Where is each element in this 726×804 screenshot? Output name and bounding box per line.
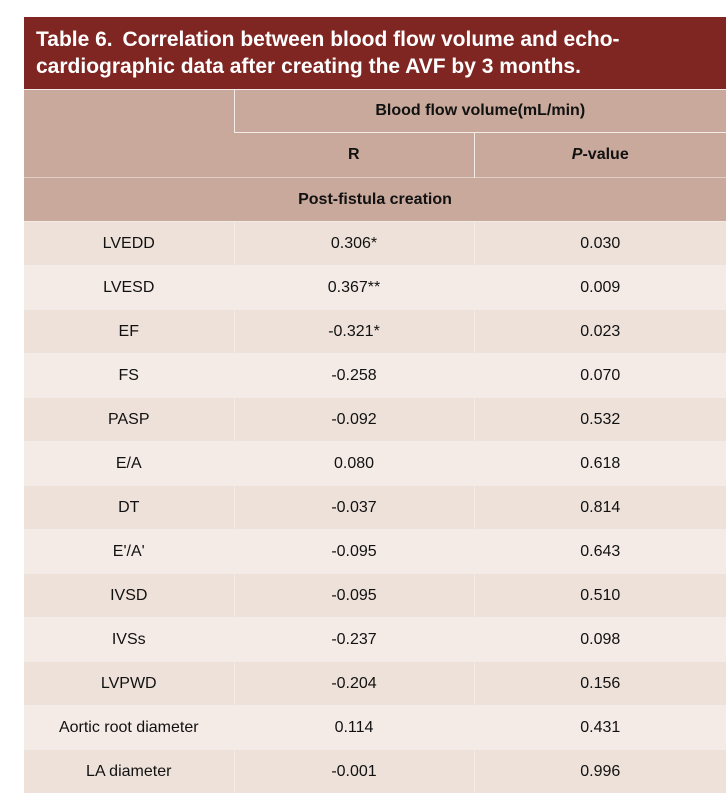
table-container: Table 6. Correlation between blood flow … [24, 17, 726, 793]
table-row: LA diameter -0.001 0.996 [24, 749, 726, 793]
row-r-value: 0.367** [233, 265, 474, 310]
header-p-letter: P [571, 146, 583, 163]
table-row: IVSs -0.237 0.098 [24, 617, 726, 662]
row-label: IVSD [24, 573, 234, 618]
row-label: FS [24, 353, 234, 398]
section-label: Post-fistula creation [24, 177, 726, 222]
row-r-value: 0.306* [233, 221, 474, 266]
section-row: Post-fistula creation [24, 177, 726, 222]
table-caption: Correlation between blood flow volume an… [36, 28, 620, 78]
row-p-value: 0.643 [473, 529, 726, 574]
row-r-value: 0.114 [233, 705, 474, 750]
row-p-value: 0.030 [473, 221, 726, 266]
row-label: LA diameter [24, 749, 234, 793]
row-label: LVEDD [24, 221, 234, 266]
row-p-value: 0.618 [473, 441, 726, 486]
row-p-value: 0.070 [473, 353, 726, 398]
table-title: Table 6. Correlation between blood flow … [24, 17, 726, 89]
row-r-value: -0.258 [233, 353, 474, 398]
table-row: LVPWD -0.204 0.156 [24, 661, 726, 706]
row-label: PASP [24, 397, 234, 442]
row-label: LVPWD [24, 661, 234, 706]
table-row: Aortic root diameter 0.114 0.431 [24, 705, 726, 750]
row-r-value: 0.080 [233, 441, 474, 486]
table-row: IVSD -0.095 0.510 [24, 573, 726, 618]
table-row: DT -0.037 0.814 [24, 485, 726, 530]
row-label: E/A [24, 441, 234, 486]
row-label: EF [24, 309, 234, 354]
row-label: Aortic root diameter [24, 705, 234, 750]
table-row: LVEDD 0.306* 0.030 [24, 221, 726, 266]
row-r-value: -0.237 [233, 617, 474, 662]
row-r-value: -0.001 [233, 749, 474, 793]
row-p-value: 0.098 [473, 617, 726, 662]
table-row: LVESD 0.367** 0.009 [24, 265, 726, 310]
table-number: Table 6. [36, 28, 113, 51]
table-body: LVEDD 0.306* 0.030 LVESD 0.367** 0.009 EF -0.32… [24, 221, 726, 793]
row-r-value: -0.037 [233, 485, 474, 530]
row-r-value: -0.095 [233, 573, 474, 618]
header-r: R [234, 132, 474, 178]
table-row: FS -0.258 0.070 [24, 353, 726, 398]
row-r-value: -0.204 [233, 661, 474, 706]
row-label: DT [24, 485, 234, 530]
correlation-table: Blood flow volume(mL/min) R P-value Post… [24, 89, 726, 793]
row-p-value: 0.532 [473, 397, 726, 442]
row-p-value: 0.156 [473, 661, 726, 706]
row-r-value: -0.095 [233, 529, 474, 574]
row-r-value: -0.321* [233, 309, 474, 354]
row-p-value: 0.814 [473, 485, 726, 530]
header-empty-cell [24, 89, 234, 178]
header-p-value: P-value [473, 132, 726, 178]
header-p-suffix: -value [582, 146, 629, 163]
row-p-value: 0.431 [473, 705, 726, 750]
table-row: PASP -0.092 0.532 [24, 397, 726, 442]
row-p-value: 0.510 [473, 573, 726, 618]
row-label: IVSs [24, 617, 234, 662]
header-group-label: Blood flow volume(mL/min) [233, 89, 726, 133]
row-p-value: 0.009 [473, 265, 726, 310]
table-row: EF -0.321* 0.023 [24, 309, 726, 354]
row-p-value: 0.996 [473, 749, 726, 793]
table-row: E'/A' -0.095 0.643 [24, 529, 726, 574]
row-label: E'/A' [24, 529, 234, 574]
row-label: LVESD [24, 265, 234, 310]
row-p-value: 0.023 [473, 309, 726, 354]
row-r-value: -0.092 [233, 397, 474, 442]
table-row: E/A 0.080 0.618 [24, 441, 726, 486]
header-row-group: Blood flow volume(mL/min) [24, 89, 726, 178]
